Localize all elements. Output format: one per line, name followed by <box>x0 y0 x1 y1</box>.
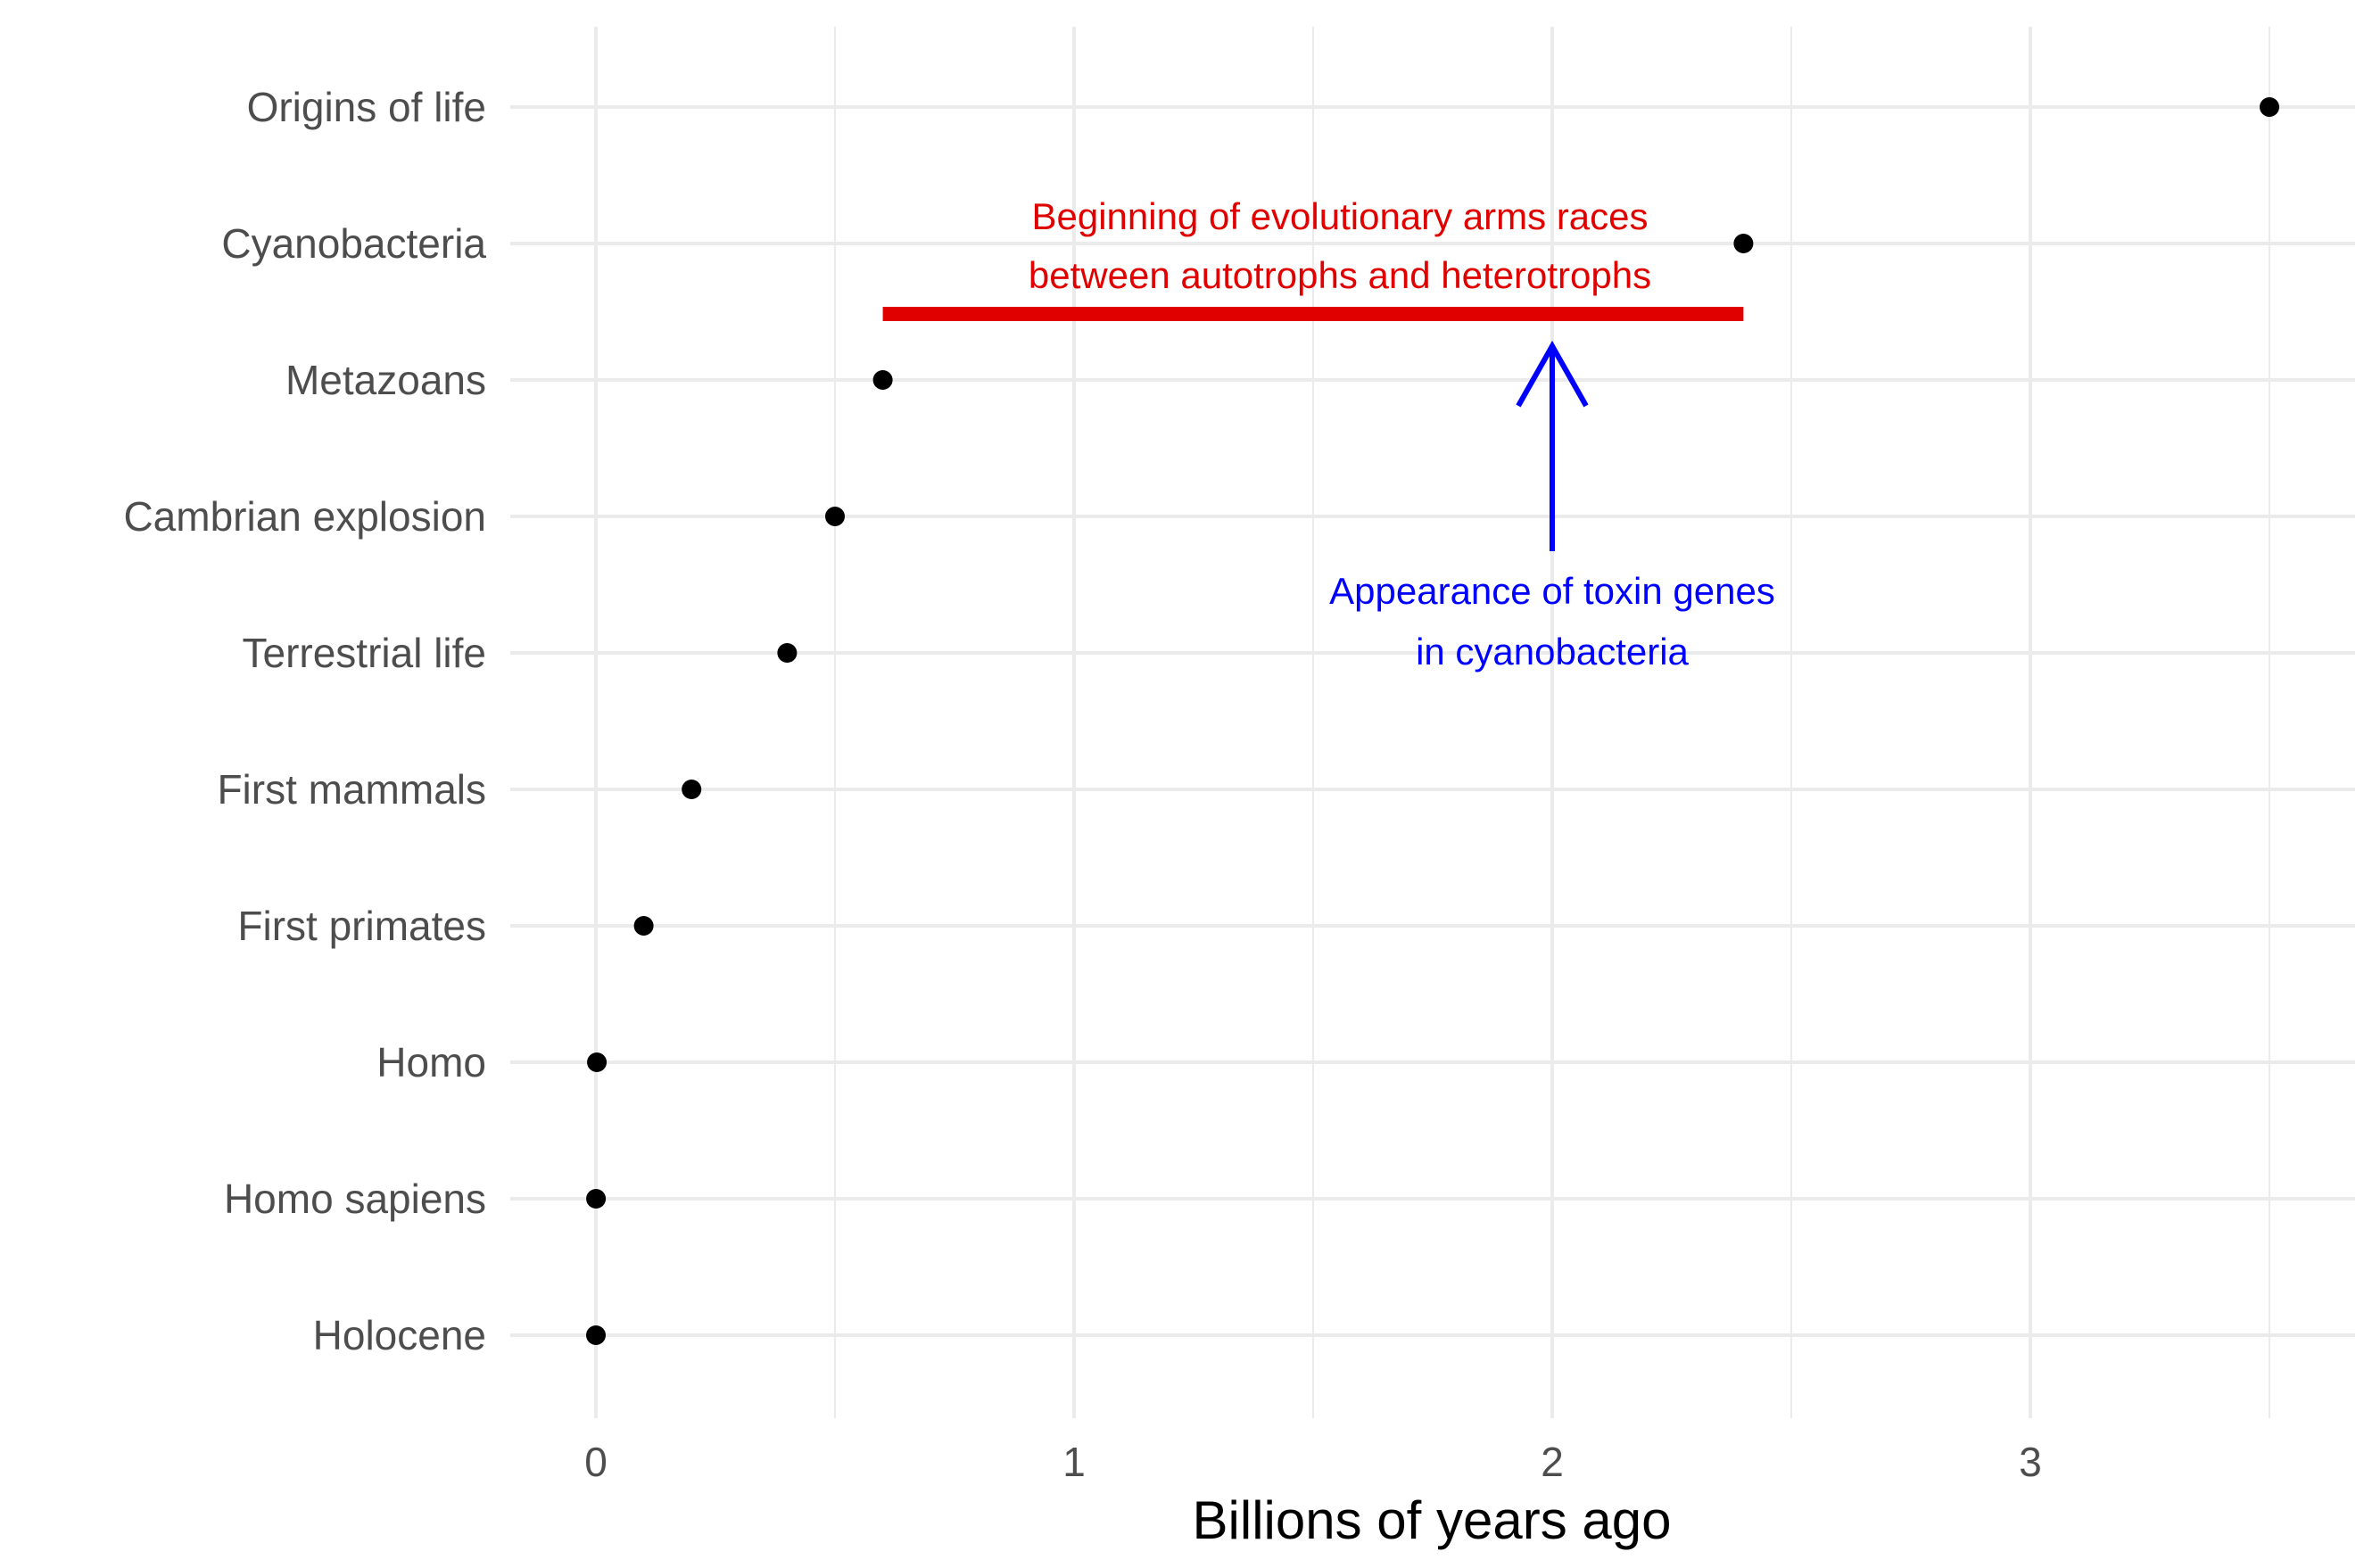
x-tick-label: 1 <box>1062 1439 1086 1485</box>
data-point <box>587 1052 608 1072</box>
major-gridlines <box>510 27 2355 1418</box>
y-tick-label: First mammals <box>217 766 486 813</box>
data-point <box>825 507 845 526</box>
annotations: Beginning of evolutionary arms races bet… <box>882 195 1775 673</box>
arms-race-bar <box>882 307 1744 321</box>
x-tick-label: 3 <box>2019 1439 2042 1485</box>
y-tick-label: Origins of life <box>247 84 486 130</box>
y-tick-label: Cyanobacteria <box>221 220 486 267</box>
y-tick-label: Terrestrial life <box>242 630 486 676</box>
minor-gridlines <box>834 27 2270 1418</box>
x-tick-label: 0 <box>584 1439 608 1485</box>
data-point <box>777 643 798 663</box>
toxin-label-line-2: in cyanobacteria <box>1416 631 1689 673</box>
y-tick-label: Homo sapiens <box>224 1176 486 1222</box>
arms-race-label-line-2: between autotrophs and heterotrophs <box>1029 254 1651 296</box>
y-axis-labels: Origins of life Cyanobacteria Metazoans Cam… <box>123 84 486 1358</box>
data-points <box>586 97 2279 1345</box>
y-tick-label: Cambrian explosion <box>123 493 486 540</box>
data-point <box>2260 97 2279 117</box>
x-axis-labels: 0 1 2 3 <box>584 1439 2042 1485</box>
data-point <box>586 1325 607 1345</box>
data-point <box>586 1189 607 1209</box>
y-tick-label: Metazoans <box>285 357 486 403</box>
x-axis-title: Billions of years ago <box>1193 1490 1672 1550</box>
toxin-arrow-head <box>1516 340 1589 408</box>
arms-race-label-line-1: Beginning of evolutionary arms races <box>1031 195 1648 237</box>
data-point <box>633 916 654 936</box>
data-point <box>872 370 893 390</box>
x-tick-label: 2 <box>1541 1439 1564 1485</box>
toxin-label-line-1: Appearance of toxin genes <box>1329 570 1775 612</box>
y-tick-label: Homo <box>376 1039 486 1085</box>
y-tick-label: First primates <box>237 903 486 949</box>
data-point <box>1733 234 1754 253</box>
data-point <box>682 780 702 799</box>
y-tick-label: Holocene <box>313 1312 486 1358</box>
